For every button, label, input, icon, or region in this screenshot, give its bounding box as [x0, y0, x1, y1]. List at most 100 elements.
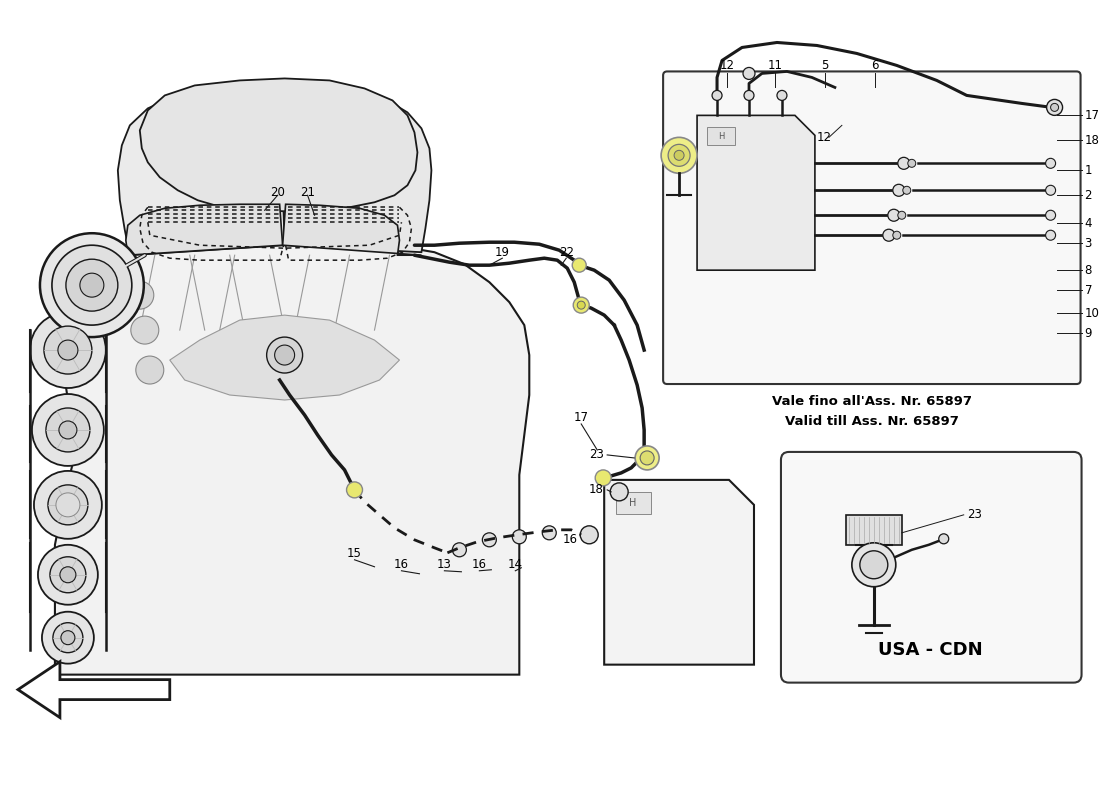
Text: USA - CDN: USA - CDN [879, 641, 983, 658]
Text: 3: 3 [1085, 237, 1092, 250]
Circle shape [1046, 99, 1063, 115]
Circle shape [573, 297, 590, 313]
Text: 13: 13 [437, 558, 452, 571]
Text: 23: 23 [588, 449, 604, 462]
Text: H: H [718, 132, 724, 141]
Circle shape [668, 144, 690, 166]
Text: 16: 16 [562, 534, 578, 546]
Circle shape [60, 630, 75, 645]
Circle shape [56, 493, 80, 517]
Polygon shape [604, 480, 754, 665]
Text: 16: 16 [472, 558, 487, 571]
Circle shape [125, 281, 154, 309]
Text: 18: 18 [588, 483, 604, 496]
Text: Valid till Ass. Nr. 65897: Valid till Ass. Nr. 65897 [785, 415, 959, 429]
Polygon shape [140, 78, 417, 211]
Circle shape [1046, 158, 1056, 168]
Circle shape [37, 545, 98, 605]
Circle shape [851, 543, 895, 586]
Circle shape [46, 408, 90, 452]
Polygon shape [55, 242, 529, 674]
Circle shape [275, 345, 295, 365]
Circle shape [572, 258, 586, 272]
Circle shape [53, 622, 82, 653]
Circle shape [1046, 186, 1056, 195]
Circle shape [266, 337, 302, 373]
Text: 17: 17 [574, 411, 589, 425]
Text: 6: 6 [871, 59, 879, 72]
FancyBboxPatch shape [781, 452, 1081, 682]
Circle shape [744, 90, 754, 101]
Text: euro: euro [123, 454, 366, 546]
Text: 8: 8 [1085, 264, 1092, 277]
Bar [707, 127, 735, 146]
Circle shape [893, 231, 901, 239]
Circle shape [777, 90, 786, 101]
Circle shape [80, 273, 103, 297]
Polygon shape [118, 87, 285, 255]
Circle shape [59, 566, 76, 582]
Circle shape [893, 184, 905, 196]
Circle shape [898, 211, 905, 219]
Text: parts: parts [267, 538, 521, 622]
Circle shape [640, 451, 654, 465]
Circle shape [635, 446, 659, 470]
Text: 16: 16 [394, 558, 409, 571]
Circle shape [52, 246, 132, 325]
Circle shape [59, 497, 76, 513]
Polygon shape [697, 115, 815, 270]
Text: 10: 10 [1085, 306, 1099, 320]
Circle shape [898, 158, 910, 170]
Circle shape [40, 234, 144, 337]
Circle shape [483, 533, 496, 547]
Circle shape [34, 471, 102, 539]
Circle shape [903, 186, 911, 194]
Text: 1: 1 [1085, 164, 1092, 177]
Text: a passion for parts since 1994: a passion for parts since 1994 [198, 491, 500, 628]
Text: 20: 20 [271, 186, 285, 198]
Text: H: H [629, 498, 637, 508]
Circle shape [30, 312, 106, 388]
Circle shape [860, 550, 888, 578]
Polygon shape [18, 662, 169, 718]
Circle shape [346, 482, 363, 498]
Circle shape [48, 485, 88, 525]
Circle shape [610, 483, 628, 501]
Text: 7: 7 [1085, 284, 1092, 297]
Circle shape [674, 150, 684, 160]
Circle shape [1046, 210, 1056, 220]
Circle shape [595, 470, 612, 486]
Text: Vale fino all'Ass. Nr. 65897: Vale fino all'Ass. Nr. 65897 [772, 395, 971, 409]
Text: 23: 23 [967, 508, 981, 522]
Circle shape [938, 534, 948, 544]
Text: 9: 9 [1085, 326, 1092, 339]
Text: 12: 12 [817, 131, 832, 144]
Polygon shape [125, 204, 283, 255]
Text: 18: 18 [1085, 134, 1099, 147]
Circle shape [580, 526, 598, 544]
Text: 14: 14 [508, 558, 522, 571]
Circle shape [742, 67, 755, 79]
Circle shape [59, 421, 77, 439]
Text: 5: 5 [822, 59, 828, 72]
Text: 19: 19 [495, 246, 509, 258]
Text: 12: 12 [719, 59, 735, 72]
Polygon shape [169, 315, 399, 400]
Text: 21: 21 [300, 186, 315, 198]
Text: 17: 17 [1085, 109, 1100, 122]
Circle shape [66, 259, 118, 311]
Circle shape [1050, 103, 1058, 111]
Text: 11: 11 [768, 59, 782, 72]
Circle shape [542, 526, 557, 540]
Circle shape [32, 394, 103, 466]
Circle shape [42, 612, 94, 664]
Circle shape [1046, 230, 1056, 240]
Circle shape [50, 557, 86, 593]
Text: 2: 2 [1085, 189, 1092, 202]
Text: 15: 15 [348, 547, 362, 560]
Circle shape [135, 356, 164, 384]
Polygon shape [283, 204, 421, 255]
Circle shape [908, 159, 916, 167]
FancyBboxPatch shape [663, 71, 1080, 384]
Circle shape [452, 543, 466, 557]
